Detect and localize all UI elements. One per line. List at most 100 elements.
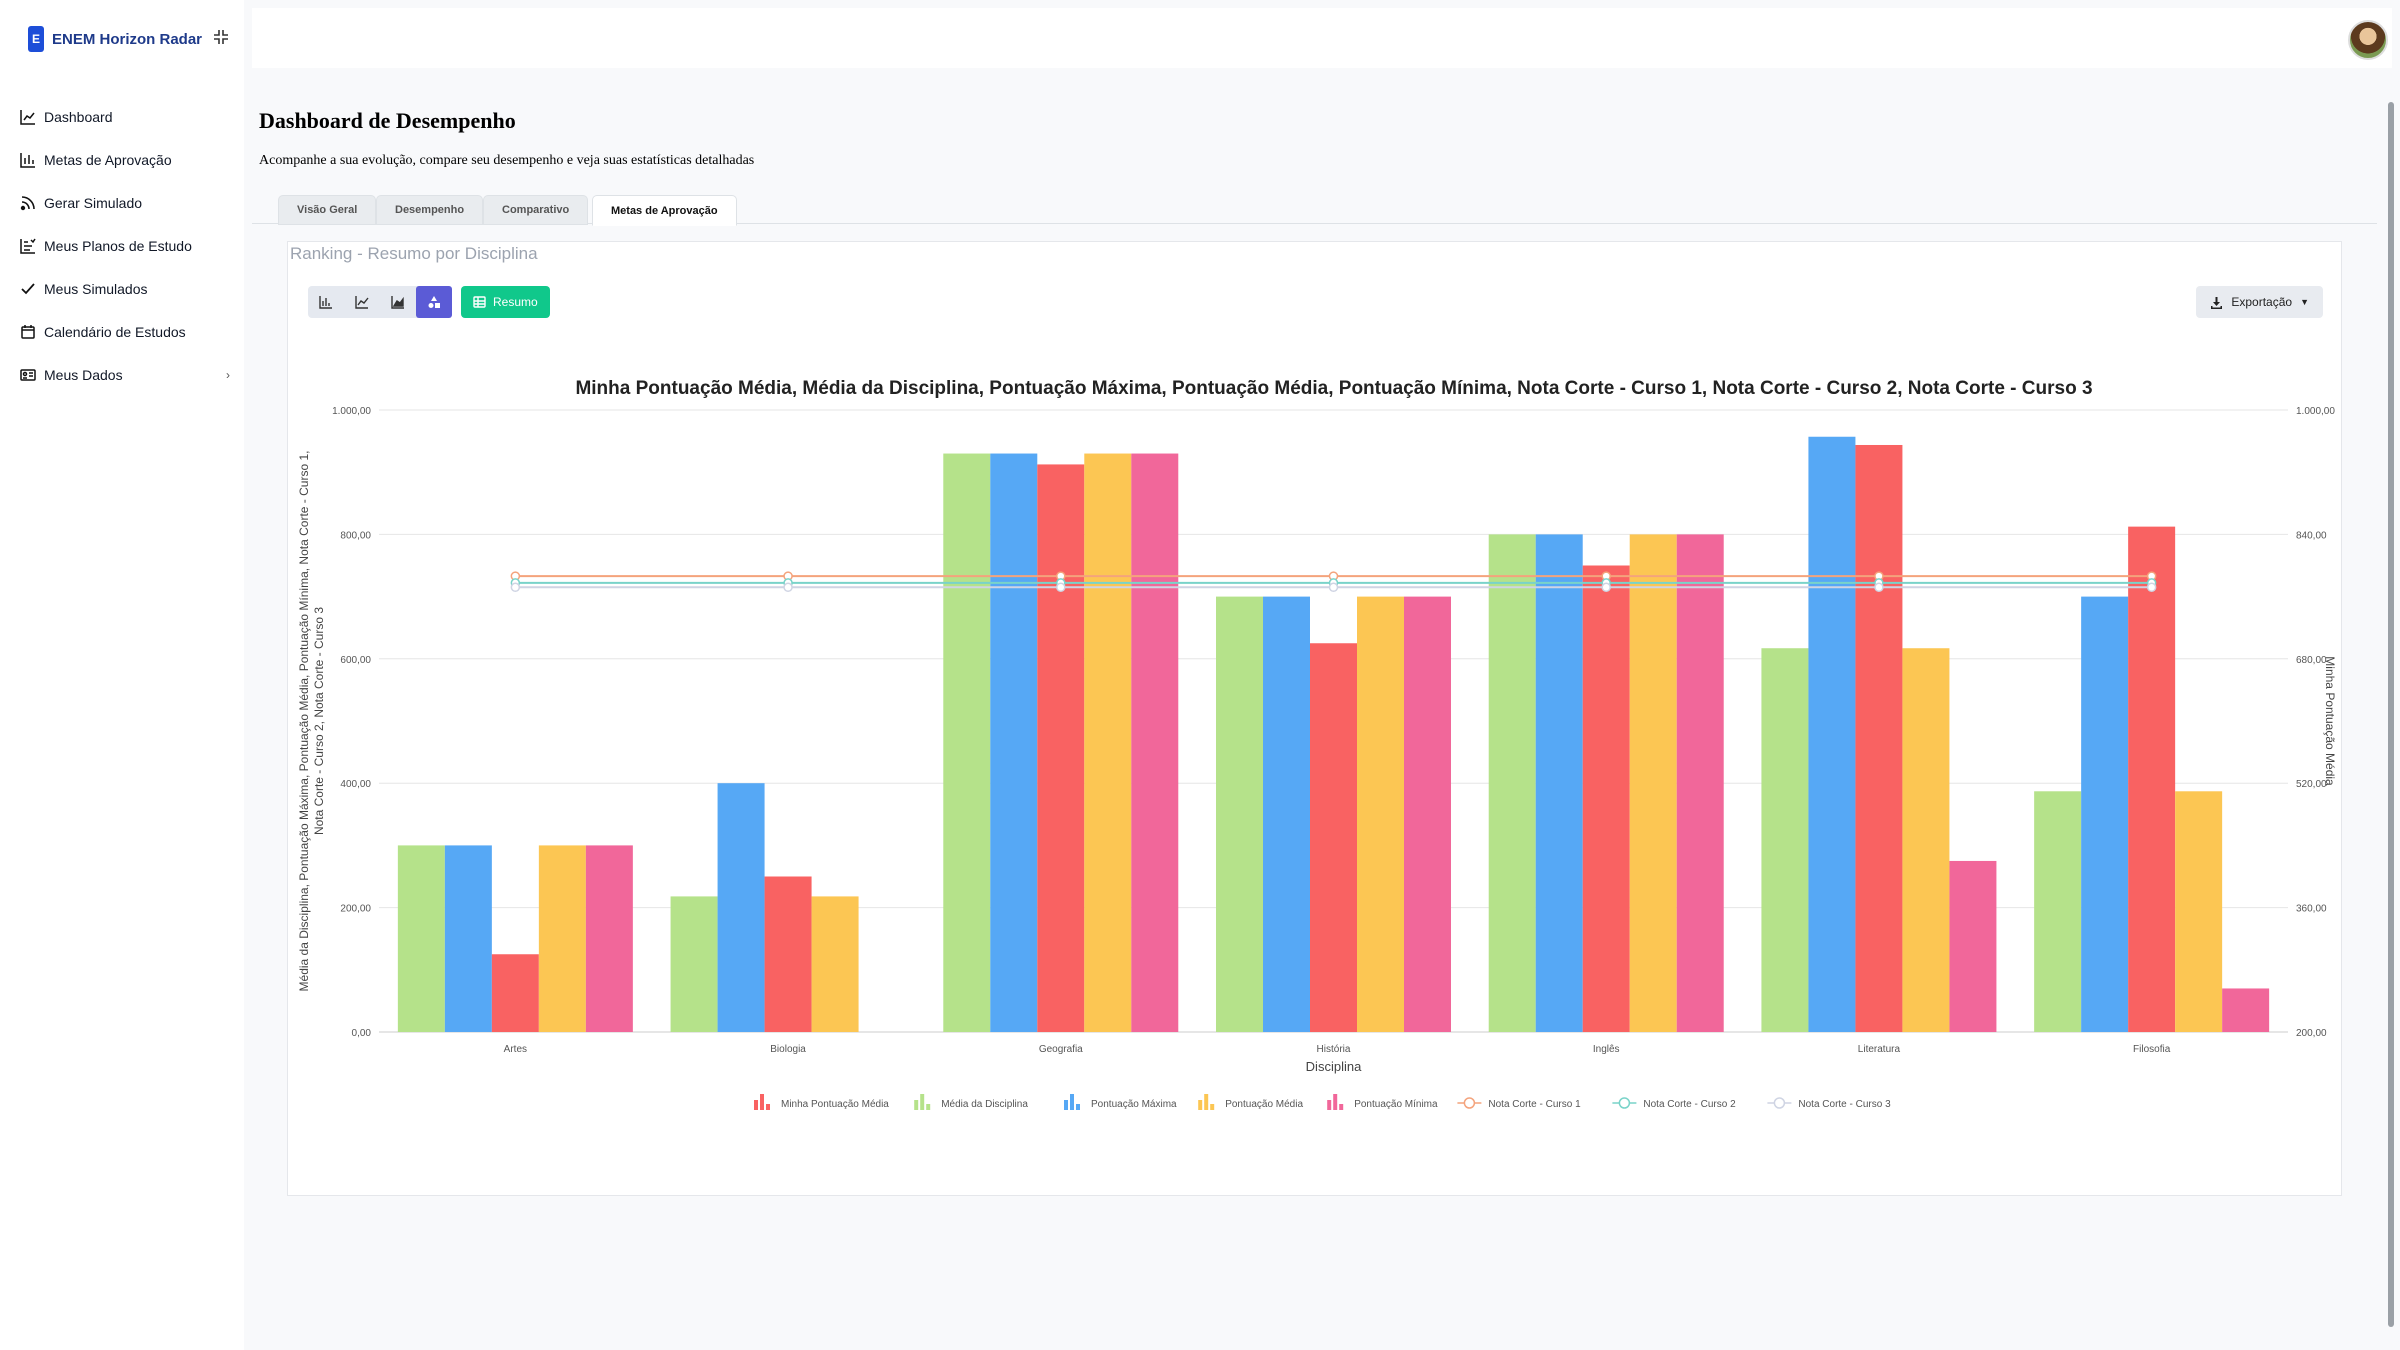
x-tick-label: História xyxy=(1317,1044,1351,1055)
x-tick-label: Geografia xyxy=(1039,1044,1083,1055)
sidebar-item-metas[interactable]: Metas de Aprovação xyxy=(20,138,230,181)
tab-desempenho[interactable]: Desempenho xyxy=(376,195,484,225)
calendar-icon xyxy=(21,324,35,339)
y-axis-title-right: Minha Pontuação Média xyxy=(2323,656,2337,786)
y-tick-label-right: 200,00 xyxy=(2296,1028,2327,1039)
sidebar-nav: Dashboard Metas de Aprovação Gerar Simul… xyxy=(20,95,230,396)
legend-bar-icon xyxy=(1204,1094,1209,1110)
scrollbar-thumb[interactable] xyxy=(2388,102,2394,1327)
bar-pontua-o-m-xima xyxy=(444,845,492,1032)
bar-minha-pontua-o-m-dia xyxy=(2128,526,2176,1032)
sidebar-item-label: Calendário de Estudos xyxy=(44,323,186,340)
resumo-button[interactable]: Resumo xyxy=(461,286,550,318)
bar-minha-pontua-o-m-dia xyxy=(1310,643,1357,1032)
sidebar-item-planos[interactable]: Meus Planos de Estudo xyxy=(20,224,230,267)
bar-pontua-o-m-nima xyxy=(1949,860,1997,1032)
line-point xyxy=(783,582,793,593)
check-list-icon xyxy=(21,282,35,294)
bar-pontua-o-m-nima xyxy=(1404,596,1451,1032)
legend-label: Nota Corte - Curso 2 xyxy=(1643,1099,1736,1110)
y-tick-label-left: 800,00 xyxy=(340,530,371,541)
sidebar-item-label: Metas de Aprovação xyxy=(44,151,172,168)
bar-pontua-o-m-xima xyxy=(990,453,1038,1032)
legend-label: Minha Pontuação Média xyxy=(781,1099,889,1110)
bar-m-dia-da-disciplina xyxy=(1216,596,1263,1032)
legend-bar-icon xyxy=(1327,1100,1332,1110)
line-point xyxy=(2146,582,2157,593)
area-chart-icon xyxy=(391,296,404,309)
sidebar-item-dashboard[interactable]: Dashboard xyxy=(20,95,230,138)
line-point xyxy=(1601,582,1611,593)
page-subtitle: Acompanhe a sua evolução, compare seu de… xyxy=(259,153,755,168)
sidebar-item-simulados[interactable]: Meus Simulados xyxy=(20,267,230,310)
page-scrollbar[interactable] xyxy=(2386,88,2396,1350)
bar-pontua-o-m-dia xyxy=(1357,596,1404,1032)
table-icon xyxy=(473,296,486,308)
y-tick-label-left: 1.000,00 xyxy=(332,406,371,417)
bar-pontua-o-m-xima xyxy=(1535,534,1583,1032)
bar-chart-icon xyxy=(20,152,35,168)
tab-comparativo[interactable]: Comparativo xyxy=(483,195,589,225)
bar-pontua-o-m-nima xyxy=(2222,988,2270,1032)
brand[interactable]: E ENEM Horizon Radar xyxy=(28,26,202,52)
line-point xyxy=(1328,582,1339,593)
bar-chart-icon xyxy=(319,296,332,309)
sidebar-item-label: Meus Planos de Estudo xyxy=(44,237,192,254)
bar-m-dia-da-disciplina xyxy=(943,453,991,1032)
caret-down-icon: ▼ xyxy=(2300,297,2309,307)
brand-logo-icon: E xyxy=(28,26,44,52)
ranking-chart: Minha Pontuação Média, Média da Discipli… xyxy=(297,378,2337,1110)
user-avatar[interactable] xyxy=(2348,20,2388,60)
sidebar-item-label: Gerar Simulado xyxy=(44,194,143,211)
combined-chart-type-button[interactable] xyxy=(416,286,452,318)
x-tick-label: Literatura xyxy=(1858,1044,1901,1055)
bar-m-dia-da-disciplina xyxy=(397,845,445,1032)
bar-pontua-o-m-dia xyxy=(2175,791,2223,1032)
line-chart-icon xyxy=(355,296,369,309)
brand-name: ENEM Horizon Radar xyxy=(52,30,203,48)
legend-bar-icon xyxy=(760,1094,764,1110)
tab-visao-geral[interactable]: Visão Geral xyxy=(278,195,377,225)
y-tick-label-right: 840,00 xyxy=(2296,530,2327,541)
legend-bar-icon xyxy=(1070,1094,1074,1110)
resumo-label: Resumo xyxy=(493,295,538,309)
legend-bar-icon xyxy=(766,1104,770,1110)
tab-metas-de-aprovacao[interactable]: Metas de Aprovação xyxy=(592,195,737,226)
bar-m-dia-da-disciplina xyxy=(1761,648,1809,1032)
chevron-right-icon: › xyxy=(226,367,230,382)
page-title: Dashboard de Desempenho xyxy=(259,108,516,133)
area-chart-type-button[interactable] xyxy=(380,286,416,318)
legend-label: Nota Corte - Curso 3 xyxy=(1798,1099,1891,1110)
sidebar: E ENEM Horizon Radar Dashboard Metas de … xyxy=(0,0,244,1350)
shapes-icon xyxy=(428,296,440,308)
sidebar-item-meus-dados[interactable]: Meus Dados › xyxy=(20,353,230,396)
bar-pontua-o-m-nima xyxy=(1131,453,1179,1032)
export-button[interactable]: Exportação ▼ xyxy=(2196,286,2323,318)
bar-chart-type-button[interactable] xyxy=(308,286,344,318)
ranking-card: Ranking - Resumo por Disciplina Resumo E… xyxy=(287,241,2342,1196)
bar-pontua-o-m-nima xyxy=(1676,534,1724,1032)
legend-bar-icon xyxy=(1210,1104,1215,1110)
y-tick-label-left: 600,00 xyxy=(340,655,371,666)
legend-bar-icon xyxy=(754,1100,758,1110)
sidebar-item-gerar-simulado[interactable]: Gerar Simulado xyxy=(20,181,230,224)
y-tick-label-left: 0,00 xyxy=(352,1028,372,1039)
bar-pontua-o-m-dia xyxy=(538,845,586,1032)
x-tick-label: Inglês xyxy=(1593,1044,1620,1055)
chart-title: Minha Pontuação Média, Média da Discipli… xyxy=(575,378,2092,399)
bar-m-dia-da-disciplina xyxy=(670,896,718,1032)
bar-minha-pontua-o-m-dia xyxy=(1037,464,1085,1032)
line-chart-type-button[interactable] xyxy=(344,286,380,318)
legend-label: Pontuação Média xyxy=(1225,1099,1303,1110)
legend-bar-icon xyxy=(920,1094,925,1110)
legend-bar-icon xyxy=(1076,1104,1080,1110)
bar-pontua-o-m-xima xyxy=(2081,596,2129,1032)
id-card-icon xyxy=(20,368,36,381)
sidebar-item-calendario[interactable]: Calendário de Estudos xyxy=(20,310,230,353)
x-tick-label: Artes xyxy=(504,1044,527,1055)
sidebar-item-label: Dashboard xyxy=(44,108,113,125)
bar-pontua-o-m-xima xyxy=(1263,596,1310,1032)
legend-bar-icon xyxy=(914,1100,919,1110)
collapse-sidebar-icon[interactable] xyxy=(212,28,232,48)
bar-minha-pontua-o-m-dia xyxy=(1582,565,1630,1032)
